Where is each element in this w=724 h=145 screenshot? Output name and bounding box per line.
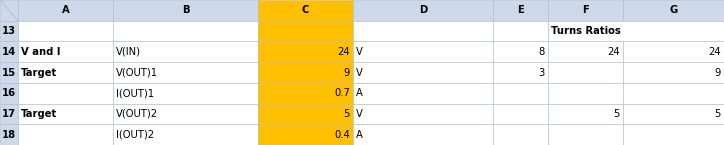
Bar (548, 62, 623, 83)
Bar (258, 0, 353, 21)
Bar (353, 41, 493, 62)
Bar (353, 21, 493, 41)
Bar (18, 21, 113, 41)
Bar (113, 41, 258, 62)
Bar (258, 124, 353, 145)
Text: 9: 9 (344, 68, 350, 77)
Text: Target: Target (21, 109, 57, 119)
Bar (0, 0, 18, 21)
Bar (623, 104, 724, 124)
Bar (0, 62, 18, 83)
Text: V: V (356, 47, 363, 57)
Text: B: B (182, 5, 189, 15)
Text: 9: 9 (715, 68, 721, 77)
Text: 5: 5 (715, 109, 721, 119)
Bar (623, 62, 724, 83)
Bar (258, 41, 353, 62)
Text: G: G (670, 5, 678, 15)
Text: V: V (356, 109, 363, 119)
Bar (18, 124, 113, 145)
Bar (113, 83, 258, 104)
Text: 3: 3 (539, 68, 545, 77)
Bar (493, 104, 548, 124)
Bar (623, 41, 724, 62)
Bar (0, 41, 18, 62)
Bar (113, 21, 258, 41)
Bar (0, 83, 18, 104)
Text: I(OUT)1: I(OUT)1 (116, 88, 154, 98)
Bar (0, 21, 18, 41)
Bar (0, 104, 18, 124)
Bar (18, 104, 113, 124)
Text: V(OUT)1: V(OUT)1 (116, 68, 158, 77)
Bar (113, 124, 258, 145)
Bar (353, 0, 493, 21)
Bar (493, 124, 548, 145)
Text: A: A (356, 88, 363, 98)
Bar (548, 83, 623, 104)
Bar (353, 124, 493, 145)
Text: I(OUT)2: I(OUT)2 (116, 130, 154, 140)
Bar (623, 83, 724, 104)
Bar (353, 104, 493, 124)
Text: 15: 15 (2, 68, 16, 77)
Bar (548, 124, 623, 145)
Bar (113, 0, 258, 21)
Bar (18, 0, 113, 21)
Text: V: V (356, 68, 363, 77)
Bar (353, 62, 493, 83)
Bar (493, 41, 548, 62)
Text: 13: 13 (2, 26, 16, 36)
Text: Turns Ratios: Turns Ratios (551, 26, 620, 36)
Bar (548, 104, 623, 124)
Text: F: F (582, 5, 589, 15)
Text: Target: Target (21, 68, 57, 77)
Text: V and I: V and I (21, 47, 61, 57)
Text: A: A (62, 5, 70, 15)
Bar (493, 21, 548, 41)
Bar (493, 0, 548, 21)
Bar (623, 124, 724, 145)
Bar (0, 124, 18, 145)
Text: V(OUT)2: V(OUT)2 (116, 109, 158, 119)
Text: 24: 24 (607, 47, 620, 57)
Text: 0.4: 0.4 (334, 130, 350, 140)
Bar (258, 21, 353, 41)
Bar (18, 62, 113, 83)
Bar (113, 104, 258, 124)
Text: 5: 5 (344, 109, 350, 119)
Text: 0.7: 0.7 (334, 88, 350, 98)
Bar (113, 62, 258, 83)
Text: 8: 8 (539, 47, 545, 57)
Bar (18, 41, 113, 62)
Bar (493, 62, 548, 83)
Text: V(IN): V(IN) (116, 47, 141, 57)
Bar (548, 0, 623, 21)
Text: 14: 14 (2, 47, 16, 57)
Bar (258, 104, 353, 124)
Bar (258, 62, 353, 83)
Text: C: C (302, 5, 309, 15)
Text: 24: 24 (337, 47, 350, 57)
Bar (548, 41, 623, 62)
Text: 16: 16 (2, 88, 16, 98)
Text: E: E (517, 5, 524, 15)
Bar (623, 0, 724, 21)
Text: 24: 24 (708, 47, 721, 57)
Text: D: D (419, 5, 427, 15)
Text: 5: 5 (614, 109, 620, 119)
Text: 18: 18 (2, 130, 16, 140)
Bar (493, 83, 548, 104)
Bar (548, 21, 724, 41)
Text: 17: 17 (2, 109, 16, 119)
Bar (353, 83, 493, 104)
Bar (18, 83, 113, 104)
Text: A: A (356, 130, 363, 140)
Bar (258, 83, 353, 104)
